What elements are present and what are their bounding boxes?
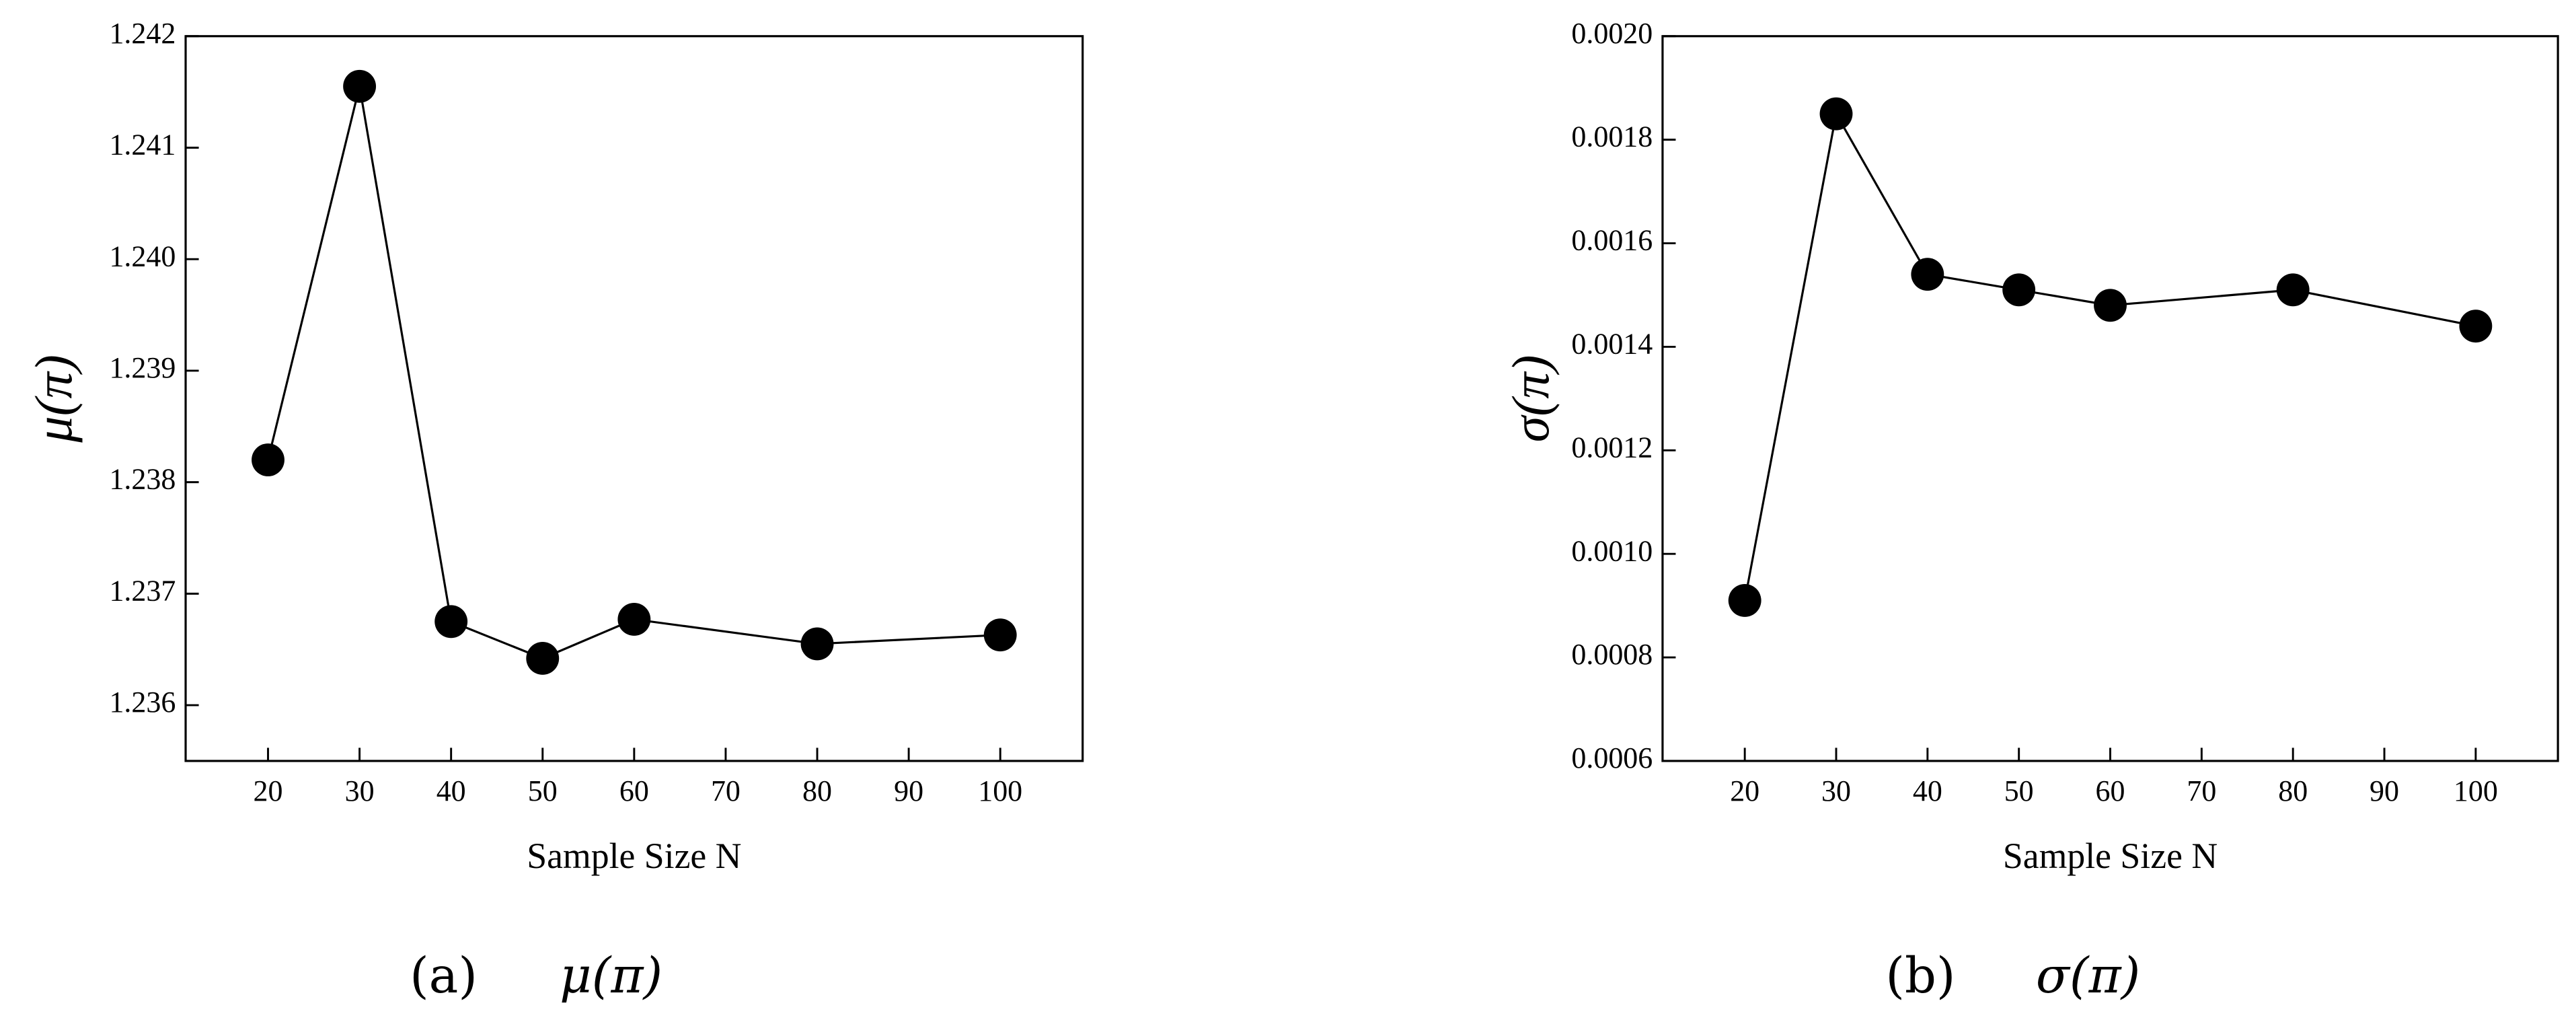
caption-label: (a) xyxy=(410,947,478,1005)
y-tick-label: 0.0012 xyxy=(1571,431,1653,464)
x-tick-label: 50 xyxy=(2004,774,2034,807)
x-tick-label: 60 xyxy=(619,774,649,807)
x-tick-label: 60 xyxy=(2096,774,2125,807)
y-tick-label: 0.0020 xyxy=(1571,17,1653,50)
y-tick-label: 0.0010 xyxy=(1571,534,1653,567)
x-tick-label: 40 xyxy=(437,774,466,807)
data-line xyxy=(1743,110,2476,601)
data-point xyxy=(800,627,834,661)
data-point xyxy=(983,618,1017,652)
data-point xyxy=(2002,273,2036,307)
y-tick-label: 0.0018 xyxy=(1571,120,1653,153)
x-axis-label: Sample Size N xyxy=(2003,836,2218,876)
x-tick-label: 70 xyxy=(711,774,741,807)
x-tick-label: 70 xyxy=(2187,774,2216,807)
x-tick-label: 40 xyxy=(1913,774,1942,807)
data-point xyxy=(252,443,285,476)
x-tick-label: 20 xyxy=(1730,774,1759,807)
y-tick-label: 0.0014 xyxy=(1571,328,1653,361)
x-tick-label: 90 xyxy=(894,774,923,807)
caption-label: (b) xyxy=(1885,947,1955,1005)
data-point xyxy=(526,642,560,675)
data-line xyxy=(266,85,1001,660)
data-point xyxy=(434,605,468,639)
x-tick-label: 50 xyxy=(528,774,558,807)
data-point xyxy=(2094,289,2127,322)
data-point xyxy=(1728,584,1761,617)
data-point xyxy=(1819,97,1853,131)
plot-frame xyxy=(1661,35,2559,762)
y-tick-label: 0.0006 xyxy=(1571,741,1653,774)
y-tick-label: 1.237 xyxy=(109,574,176,607)
y-tick-label: 1.240 xyxy=(109,240,176,272)
data-point xyxy=(2276,273,2310,307)
x-tick-label: 90 xyxy=(2370,774,2399,807)
data-point xyxy=(343,69,377,103)
y-axis-label: μ(π) xyxy=(24,355,83,443)
x-tick-label: 100 xyxy=(2454,774,2498,807)
x-tick-label: 30 xyxy=(345,774,375,807)
y-tick-label: 1.241 xyxy=(109,129,176,161)
y-tick-label: 1.236 xyxy=(109,686,176,719)
y-tick-label: 0.0016 xyxy=(1571,224,1653,257)
y-tick-label: 1.242 xyxy=(109,17,176,50)
y-tick-label: 1.238 xyxy=(109,463,176,496)
plot-frame xyxy=(184,35,1084,762)
y-axis-label: σ(π) xyxy=(1501,355,1560,442)
x-tick-label: 100 xyxy=(978,774,1022,807)
x-tick-label: 80 xyxy=(2278,774,2308,807)
caption: μ(π) xyxy=(560,947,662,1005)
data-point xyxy=(2459,310,2493,343)
data-point xyxy=(617,603,651,636)
x-tick-label: 20 xyxy=(254,774,283,807)
caption: σ(π) xyxy=(2036,947,2140,1005)
data-point xyxy=(1911,258,1944,291)
x-axis-label: Sample Size N xyxy=(527,836,741,876)
x-tick-label: 80 xyxy=(802,774,832,807)
x-tick-label: 30 xyxy=(1821,774,1851,807)
y-tick-label: 0.0008 xyxy=(1571,638,1653,671)
y-tick-label: 1.239 xyxy=(109,351,176,384)
